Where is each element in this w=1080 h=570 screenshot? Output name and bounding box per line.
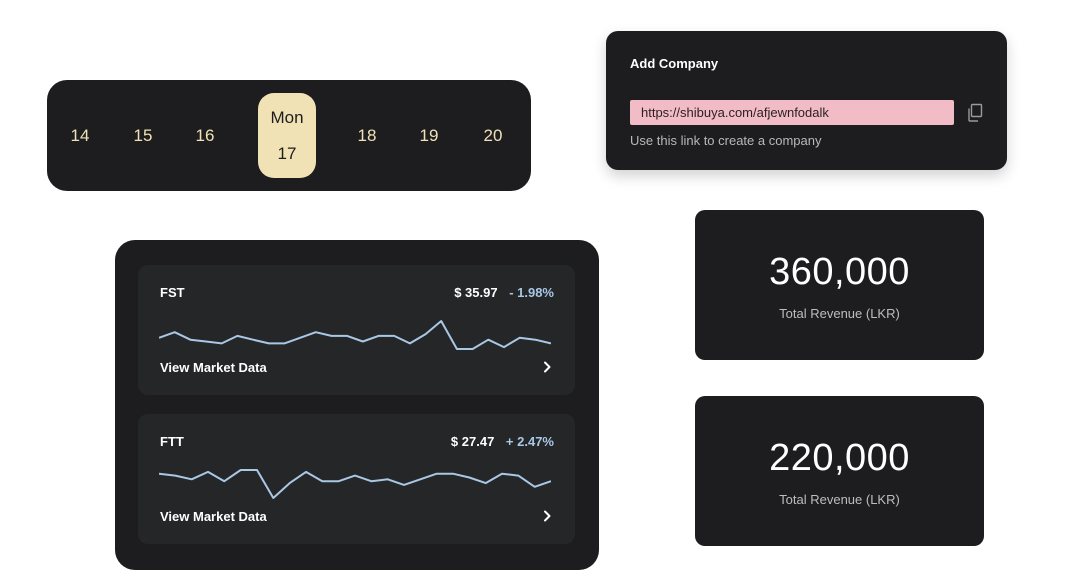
stock-sparkline	[159, 320, 551, 350]
sparkline-path	[159, 320, 551, 350]
revenue-label: Total Revenue (LKR)	[779, 492, 900, 507]
stock-ticker: FTT	[160, 434, 184, 449]
day-15[interactable]: 15	[133, 125, 153, 145]
add-company-card: Add Company https://shibuya.com/afjewnfo…	[606, 31, 1007, 170]
view-market-data-link[interactable]: View Market Data	[160, 509, 267, 524]
revenue-card: 360,000 Total Revenue (LKR)	[695, 210, 984, 360]
stock-price: $ 35.97	[454, 285, 498, 300]
company-link-hint: Use this link to create a company	[630, 133, 822, 148]
day-16[interactable]: 16	[195, 125, 215, 145]
day-14[interactable]: 14	[70, 125, 90, 145]
day-20[interactable]: 20	[483, 125, 503, 145]
revenue-card: 220,000 Total Revenue (LKR)	[695, 396, 984, 546]
chevron-right-icon[interactable]	[543, 510, 551, 522]
selected-weekday: Mon	[270, 107, 304, 127]
revenue-value: 220,000	[769, 437, 910, 479]
stock-quote: $ 35.97 - 1.98%	[454, 285, 554, 300]
stock-card-ftt: FTT $ 27.47 + 2.47% View Market Data	[138, 414, 575, 544]
copy-icon[interactable]	[966, 103, 984, 123]
sparkline-path	[159, 469, 551, 499]
revenue-value: 360,000	[769, 251, 910, 293]
stock-card-fst: FST $ 35.97 - 1.98% View Market Data	[138, 265, 575, 395]
company-link-field[interactable]: https://shibuya.com/afjewnfodalk	[630, 100, 954, 125]
stock-ticker: FST	[160, 285, 185, 300]
stock-change: - 1.98%	[509, 285, 554, 300]
stock-quote: $ 27.47 + 2.47%	[451, 434, 554, 449]
view-market-data-link[interactable]: View Market Data	[160, 360, 267, 375]
stock-change: + 2.47%	[505, 434, 554, 449]
revenue-label: Total Revenue (LKR)	[779, 306, 900, 321]
market-panel: FST $ 35.97 - 1.98% View Market Data FTT…	[115, 240, 599, 570]
date-strip: 14 15 16 Mon 17 18 19 20	[47, 80, 531, 191]
day-selected[interactable]: Mon 17	[258, 93, 316, 178]
stock-price: $ 27.47	[450, 434, 495, 449]
add-company-title: Add Company	[630, 56, 719, 71]
selected-day: 17	[277, 143, 297, 163]
chevron-right-icon[interactable]	[543, 361, 551, 373]
stock-sparkline	[159, 469, 551, 499]
day-19[interactable]: 19	[419, 125, 439, 145]
day-18[interactable]: 18	[357, 125, 377, 145]
